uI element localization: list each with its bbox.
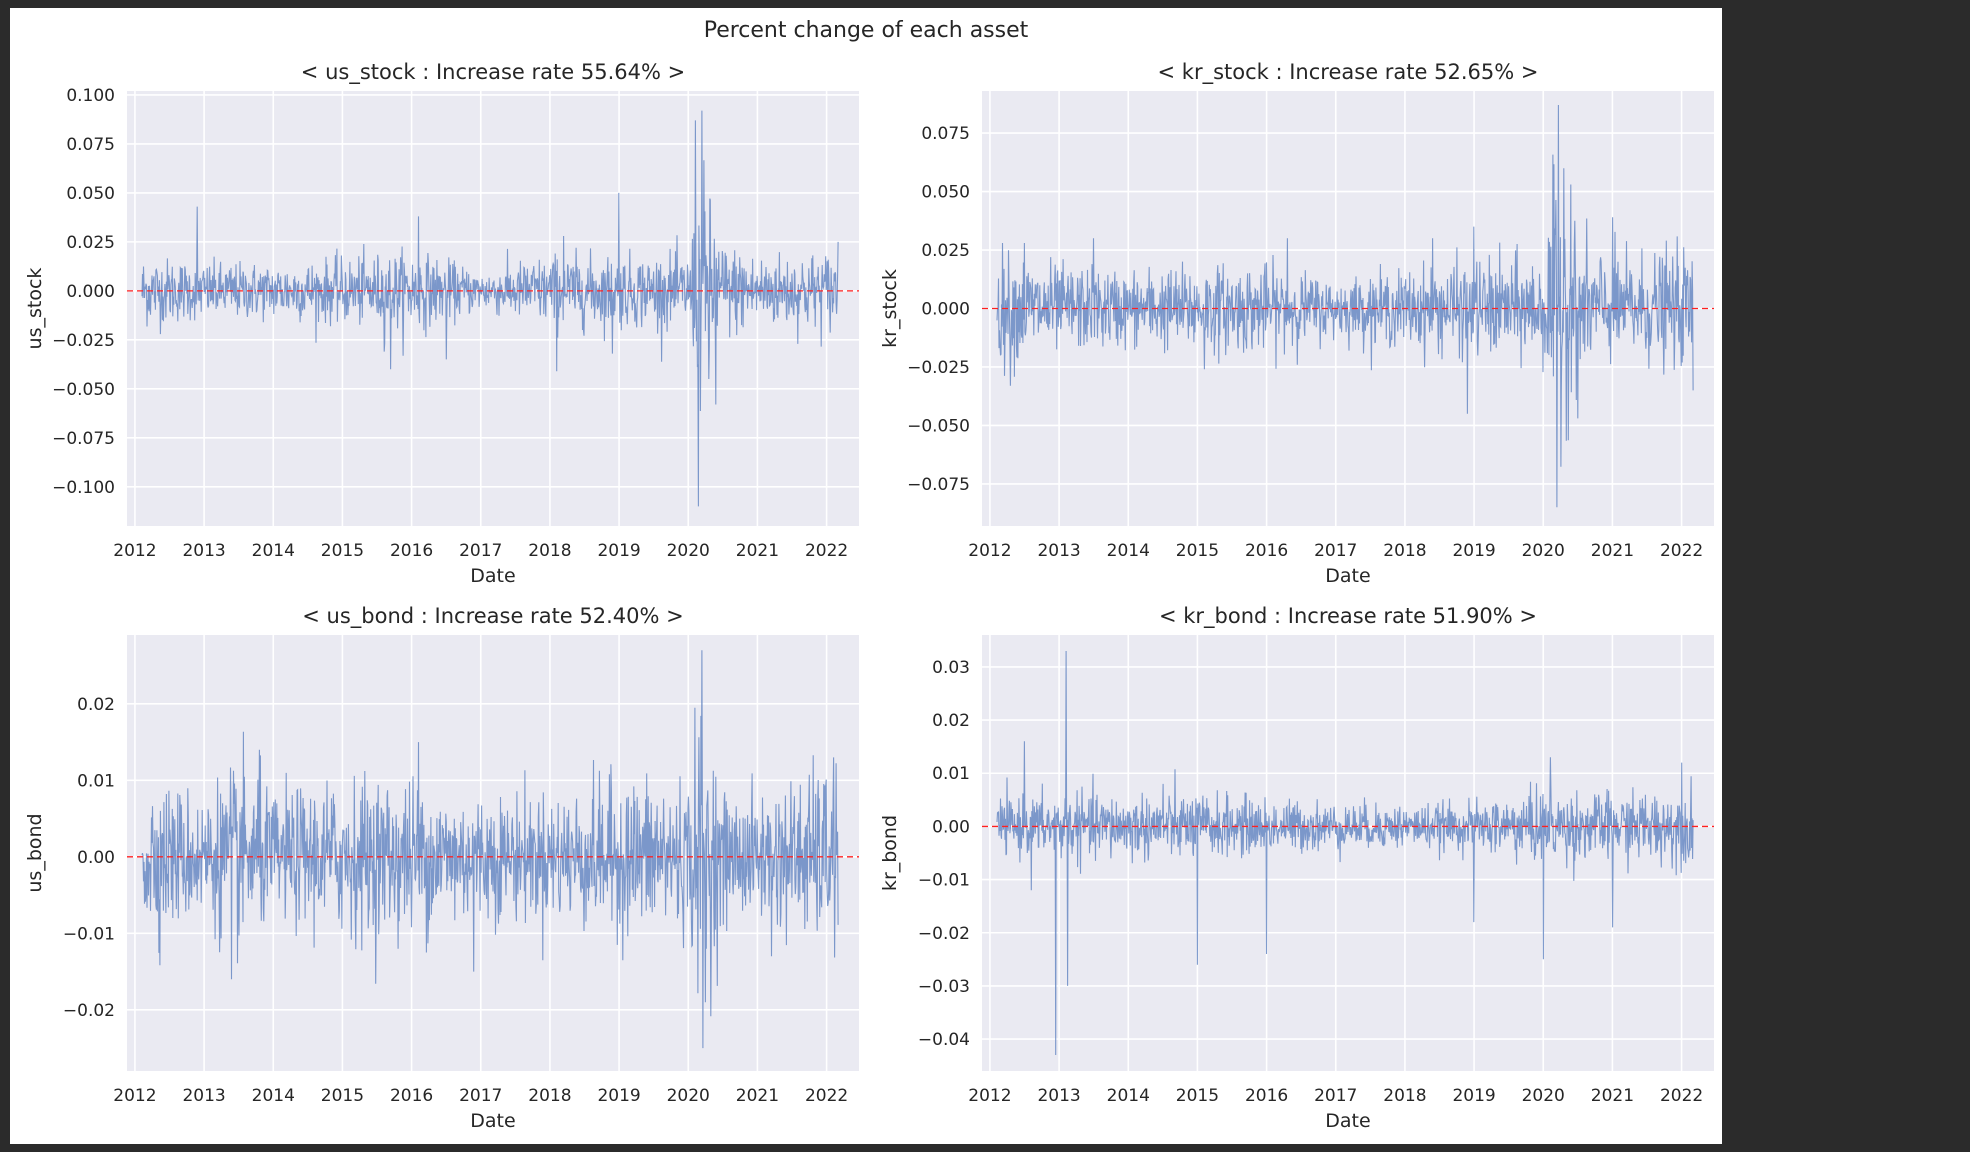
y-tick-label: 0.00 xyxy=(932,817,970,837)
x-tick-label: 2018 xyxy=(1383,1086,1426,1106)
y-tick-label: 0.100 xyxy=(66,86,115,106)
x-tick-label: 2017 xyxy=(459,541,502,561)
x-tick-label: 2012 xyxy=(968,541,1011,561)
charts-canvas: 0.100 0.075 0.050 0.025 0.000 −0.025 −0.050 −0.… xyxy=(24,60,1714,1132)
x-tick-label: 2020 xyxy=(1522,1086,1565,1106)
x-tick-label: 2012 xyxy=(113,541,156,561)
chart-panel-kr_stock: 0.075 0.050 0.025 0.000 −0.025 −0.050 −0.075 20… xyxy=(879,60,1714,587)
y-tick-label: −0.01 xyxy=(63,924,115,944)
y-tick-label: 0.00 xyxy=(77,848,115,868)
x-tick-label: 2014 xyxy=(1107,541,1150,561)
x-tick-label: 2020 xyxy=(667,541,710,561)
x-tick-label: 2017 xyxy=(459,1086,502,1106)
panel-title: < us_bond : Increase rate 52.40% > xyxy=(302,604,684,629)
y-tick-label: 0.02 xyxy=(77,695,115,715)
x-tick-label: 2016 xyxy=(390,1086,433,1106)
x-tick-label: 2013 xyxy=(1037,1086,1080,1106)
x-tick-label: 2020 xyxy=(1522,541,1565,561)
x-axis-label: Date xyxy=(1325,1110,1370,1132)
y-tick-label: −0.04 xyxy=(918,1030,970,1050)
x-tick-label: 2015 xyxy=(1176,541,1219,561)
x-tick-label: 2018 xyxy=(528,1086,571,1106)
y-tick-label: −0.025 xyxy=(907,358,970,378)
x-tick-label: 2019 xyxy=(597,541,640,561)
x-tick-label: 2021 xyxy=(1591,1086,1634,1106)
y-tick-label: −0.100 xyxy=(52,478,115,498)
y-tick-label: 0.02 xyxy=(932,711,970,731)
x-tick-label: 2022 xyxy=(1660,541,1703,561)
plot-area xyxy=(982,635,1714,1071)
x-tick-label: 2013 xyxy=(182,1086,225,1106)
x-tick-label: 2017 xyxy=(1314,541,1357,561)
y-tick-label: 0.000 xyxy=(66,282,115,302)
chart-panel-us_stock: 0.100 0.075 0.050 0.025 0.000 −0.025 −0.050 −0.… xyxy=(24,60,859,587)
panel-title: < kr_bond : Increase rate 51.90% > xyxy=(1159,604,1537,629)
figure-title: Percent change of each asset xyxy=(703,18,1029,43)
y-tick-label: 0.025 xyxy=(921,241,970,261)
x-tick-label: 2015 xyxy=(1176,1086,1219,1106)
series-line-kr_stock xyxy=(996,104,1694,508)
y-axis-label: kr_bond xyxy=(879,815,901,891)
x-tick-label: 2013 xyxy=(182,541,225,561)
series-line-kr_bond xyxy=(996,650,1694,1056)
y-tick-label: 0.025 xyxy=(66,233,115,253)
y-axis-label: kr_stock xyxy=(879,269,901,348)
x-tick-label: 2015 xyxy=(321,1086,364,1106)
x-tick-label: 2018 xyxy=(528,541,571,561)
x-tick-label: 2014 xyxy=(252,1086,295,1106)
x-tick-label: 2016 xyxy=(390,541,433,561)
x-tick-label: 2015 xyxy=(321,541,364,561)
x-tick-label: 2013 xyxy=(1037,541,1080,561)
x-tick-label: 2020 xyxy=(667,1086,710,1106)
y-tick-label: 0.01 xyxy=(77,771,115,791)
chart-panel-us_bond: 0.02 0.01 0.00 −0.01 −0.02 2012 2013 2014 2015 20… xyxy=(24,604,859,1132)
y-tick-label: −0.050 xyxy=(52,380,115,400)
y-tick-label: 0.075 xyxy=(66,135,115,155)
y-tick-label: −0.075 xyxy=(52,429,115,449)
y-tick-label: −0.02 xyxy=(918,924,970,944)
x-axis-label: Date xyxy=(1325,565,1370,587)
y-tick-label: −0.075 xyxy=(907,475,970,495)
x-tick-label: 2019 xyxy=(1452,541,1495,561)
y-tick-label: 0.03 xyxy=(932,658,970,678)
y-tick-label: −0.03 xyxy=(918,977,970,997)
x-tick-label: 2022 xyxy=(805,1086,848,1106)
x-tick-label: 2022 xyxy=(805,541,848,561)
series-line-us_bond xyxy=(141,650,839,1049)
x-axis-label: Date xyxy=(470,565,515,587)
x-tick-label: 2012 xyxy=(968,1086,1011,1106)
panel-title: < kr_stock : Increase rate 52.65% > xyxy=(1158,60,1539,85)
x-tick-label: 2014 xyxy=(1107,1086,1150,1106)
y-tick-label: −0.050 xyxy=(907,416,970,436)
panel-title: < us_stock : Increase rate 55.64% > xyxy=(301,60,685,85)
x-tick-label: 2016 xyxy=(1245,1086,1288,1106)
x-tick-label: 2021 xyxy=(1591,541,1634,561)
y-tick-label: −0.025 xyxy=(52,331,115,351)
x-tick-label: 2021 xyxy=(736,1086,779,1106)
y-tick-label: −0.02 xyxy=(63,1001,115,1021)
x-tick-label: 2019 xyxy=(1452,1086,1495,1106)
figure: Percent change of each asset 0.100 0.075 0… xyxy=(10,8,1722,1144)
x-tick-label: 2017 xyxy=(1314,1086,1357,1106)
y-tick-label: 0.050 xyxy=(66,184,115,204)
chart-panel-kr_bond: 0.03 0.02 0.01 0.00 −0.01 −0.02 −0.03 −0.04 2012… xyxy=(879,604,1714,1132)
y-axis-label: us_bond xyxy=(24,813,46,892)
x-tick-label: 2022 xyxy=(1660,1086,1703,1106)
y-tick-label: 0.000 xyxy=(921,300,970,320)
x-tick-label: 2012 xyxy=(113,1086,156,1106)
y-tick-label: 0.01 xyxy=(932,764,970,784)
x-tick-label: 2018 xyxy=(1383,541,1426,561)
x-tick-label: 2016 xyxy=(1245,541,1288,561)
y-tick-label: 0.050 xyxy=(921,183,970,203)
y-axis-label: us_stock xyxy=(24,268,46,350)
x-tick-label: 2019 xyxy=(597,1086,640,1106)
x-axis-label: Date xyxy=(470,1110,515,1132)
y-tick-label: −0.01 xyxy=(918,871,970,891)
y-tick-label: 0.075 xyxy=(921,124,970,144)
x-tick-label: 2021 xyxy=(736,541,779,561)
x-tick-label: 2014 xyxy=(252,541,295,561)
